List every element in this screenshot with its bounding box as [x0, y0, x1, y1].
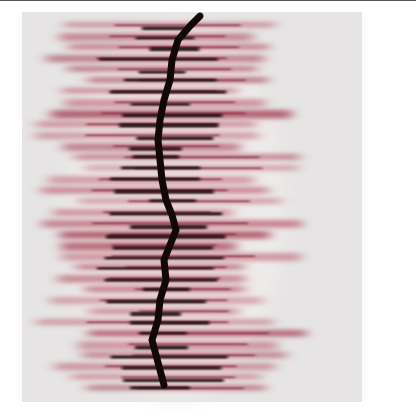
streak-core: [113, 145, 220, 148]
dash: [106, 234, 226, 239]
dash: [149, 199, 196, 203]
dash: [132, 155, 180, 159]
dash: [135, 36, 195, 40]
streak-core: [114, 24, 241, 27]
dash: [135, 345, 188, 350]
dash: [97, 267, 214, 270]
dash: [98, 57, 218, 61]
dash: [121, 366, 222, 370]
dash: [130, 224, 207, 230]
streak-core: [139, 310, 229, 313]
streak-core: [124, 156, 260, 159]
streak-core: [121, 376, 236, 379]
streak-core: [101, 112, 246, 115]
dash: [110, 177, 200, 181]
streak-core: [128, 343, 248, 346]
streak-core: [111, 255, 256, 258]
dash: [109, 212, 223, 216]
streak-core: [114, 101, 235, 104]
streak-core: [138, 332, 269, 335]
dash: [130, 386, 190, 390]
streak-core: [111, 244, 217, 247]
dash: [112, 246, 213, 250]
dash: [122, 113, 223, 118]
dash: [129, 320, 210, 325]
streak-core: [85, 134, 220, 137]
spine: [148, 12, 204, 389]
dash: [136, 136, 214, 141]
top-edge: [0, 0, 416, 1]
dash: [138, 70, 186, 74]
streak-core: [92, 222, 249, 225]
dash: [141, 26, 189, 31]
dash: [106, 299, 206, 304]
dash: [110, 355, 228, 359]
dash: [104, 278, 218, 282]
dash: [119, 123, 219, 128]
streak-core: [109, 35, 226, 38]
streak-core: [136, 387, 244, 390]
streak-core: [132, 354, 255, 357]
dash: [123, 378, 224, 383]
dash: [139, 331, 187, 335]
